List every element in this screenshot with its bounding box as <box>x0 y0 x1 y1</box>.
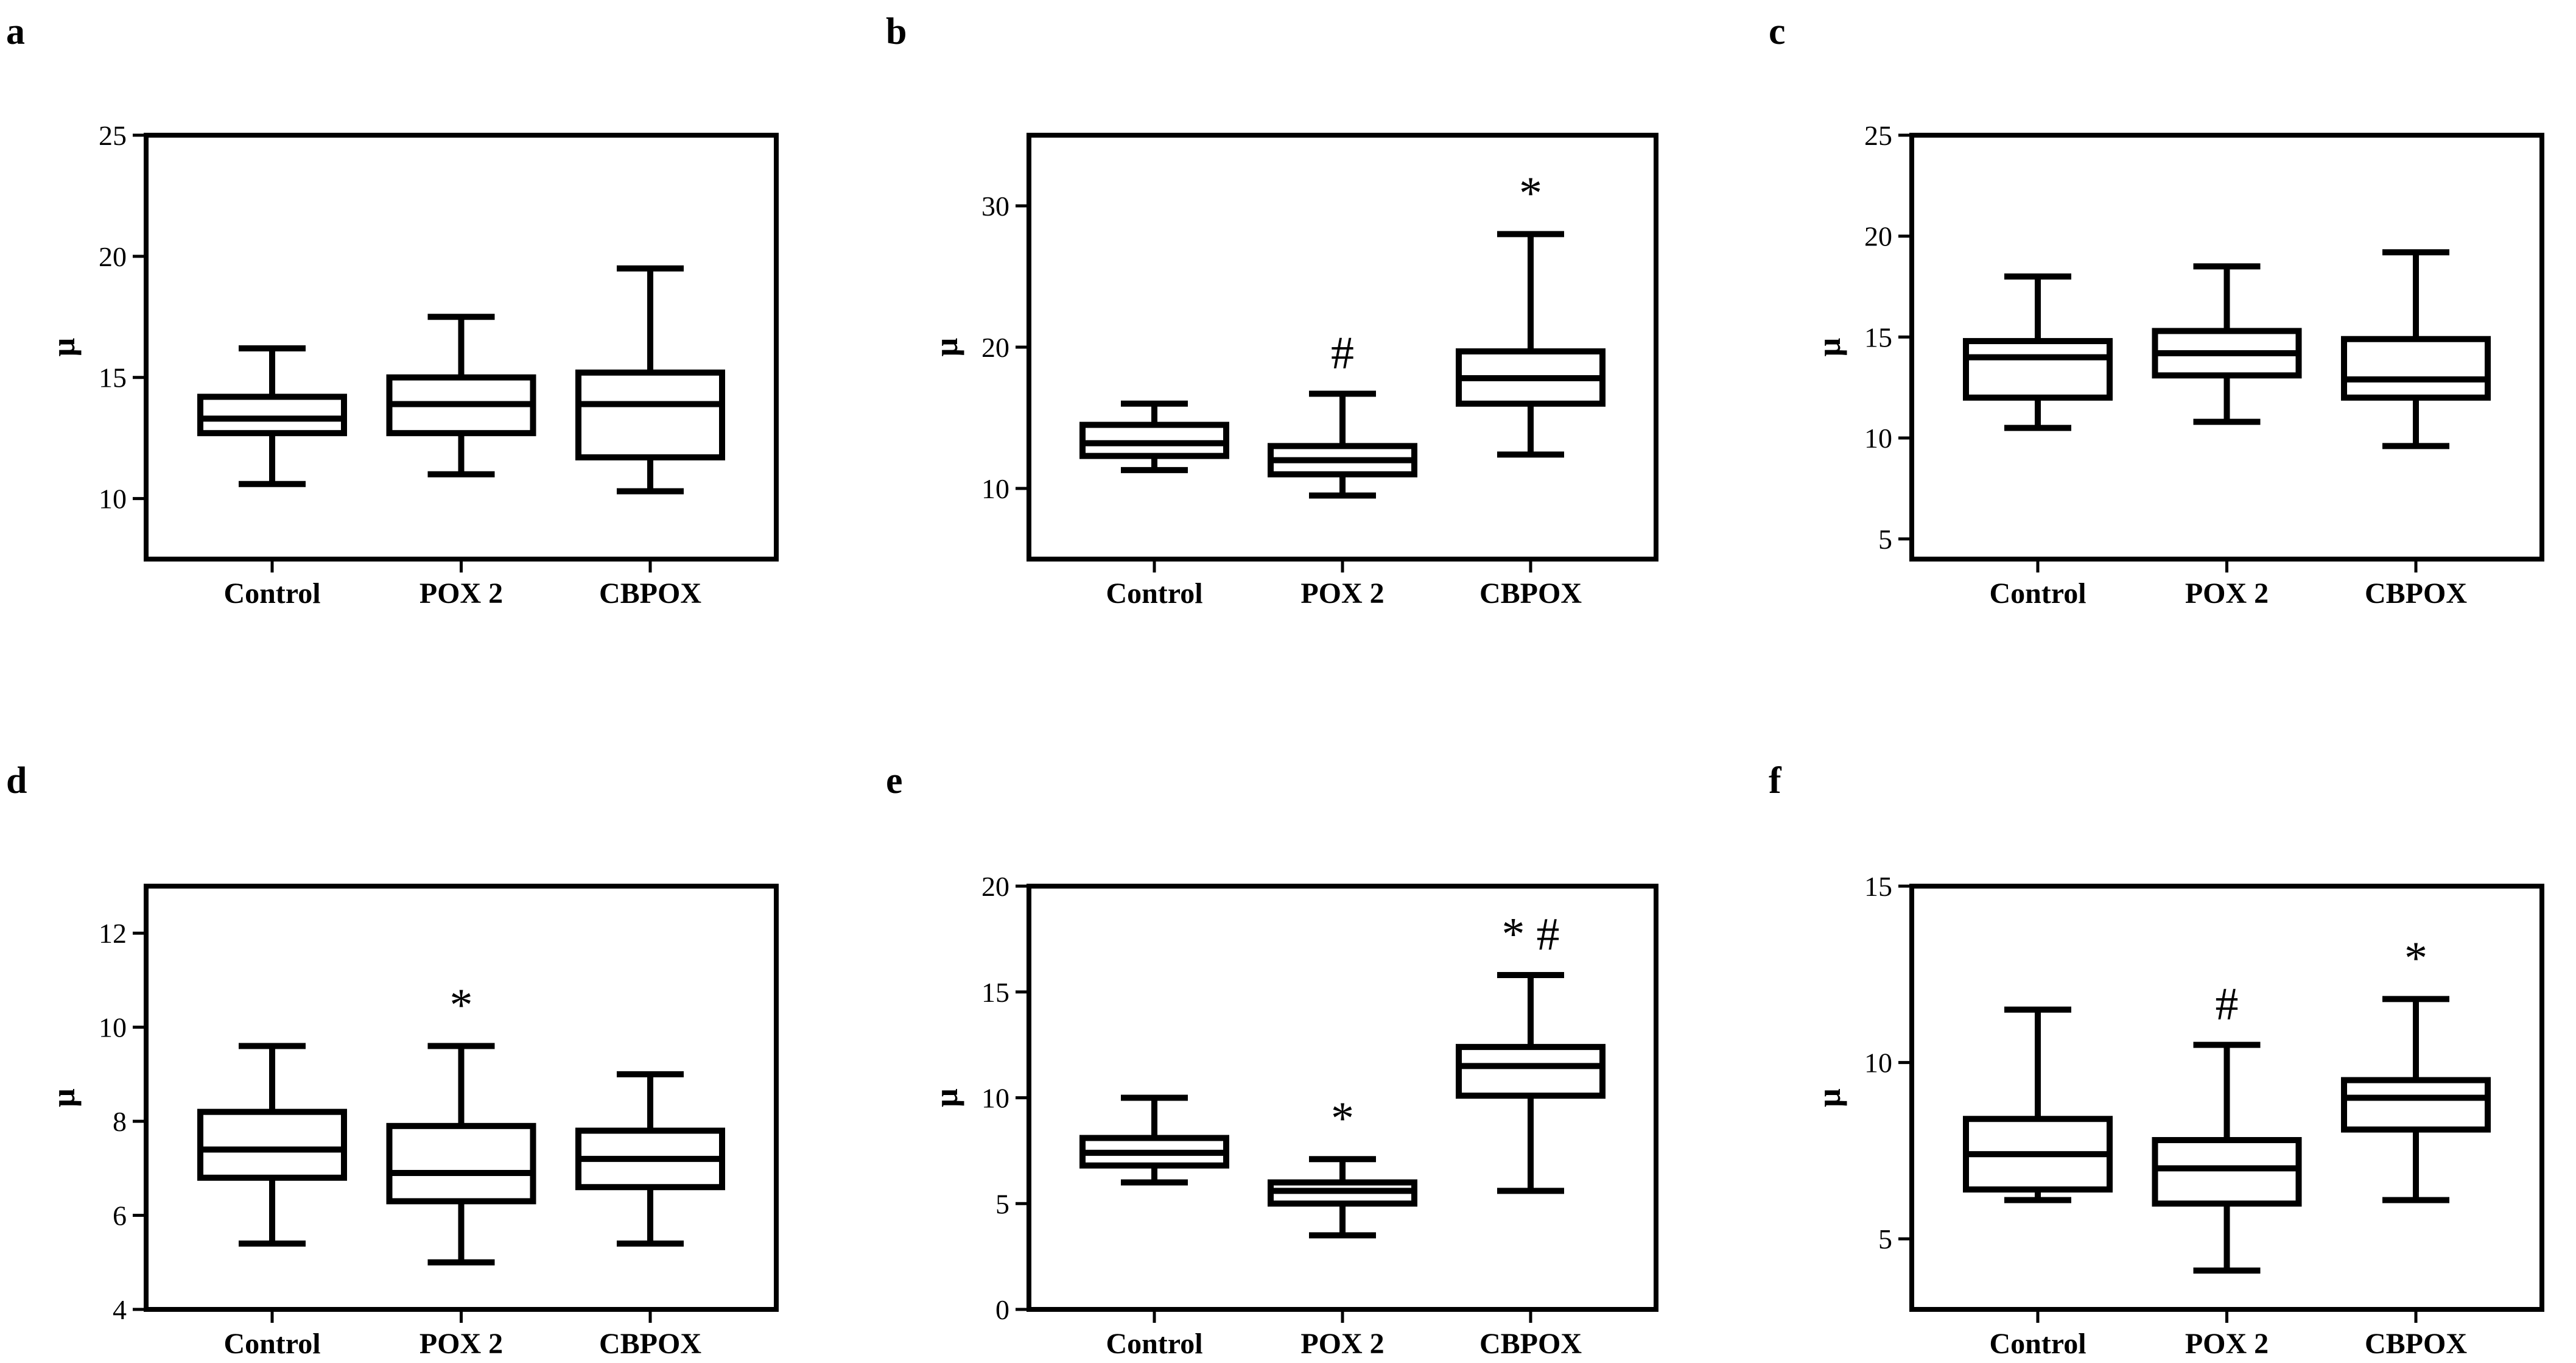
significance-marker: * <box>1519 167 1542 219</box>
y-tick-label: 5 <box>995 1188 1009 1219</box>
panel-label: a <box>6 11 25 52</box>
box-pox-2 <box>386 314 536 477</box>
box-cbpox: * <box>2341 932 2491 1203</box>
panel-a: a μ 10 15 20 25 Control POX 2 CBPOX <box>6 11 779 610</box>
y-tick-label: 20 <box>1864 221 1892 252</box>
significance-marker: # <box>2216 979 2239 1030</box>
y-axis-title: μ <box>1811 1088 1847 1107</box>
y-tick-label: 15 <box>981 977 1009 1008</box>
category-label: Control <box>1989 1328 2086 1360</box>
significance-marker: * <box>450 980 473 1031</box>
panel-label: b <box>886 11 907 52</box>
panel-label: d <box>6 760 27 801</box>
y-tick-label: 0 <box>995 1294 1009 1325</box>
category-label: CBPOX <box>1479 577 1582 610</box>
y-axis-title: μ <box>928 1088 964 1107</box>
category-label: CBPOX <box>599 577 701 610</box>
iqr-box <box>386 1122 536 1205</box>
iqr-box <box>2341 1077 2491 1133</box>
box-control <box>1079 400 1229 473</box>
y-tick-label: 10 <box>99 484 127 515</box>
y-tick-label: 10 <box>99 1012 127 1043</box>
iqr-box <box>1456 1044 1606 1099</box>
panel-label: c <box>1769 11 1786 52</box>
y-tick-label: 25 <box>1864 120 1892 151</box>
iqr-box <box>1963 338 2113 401</box>
y-tick-label: 10 <box>981 1083 1009 1114</box>
y-tick-label: 5 <box>1878 1224 1892 1255</box>
category-label: CBPOX <box>2365 577 2467 610</box>
category-label: Control <box>223 577 320 610</box>
y-tick-label: 10 <box>1864 423 1892 454</box>
box-control <box>197 345 347 487</box>
category-label: CBPOX <box>2365 1328 2467 1360</box>
iqr-box <box>197 393 347 437</box>
box-cbpox <box>575 1071 725 1247</box>
y-tick-label: 20 <box>981 332 1009 363</box>
y-tick-label: 20 <box>981 871 1009 902</box>
category-label: CBPOX <box>1479 1328 1582 1360</box>
box-cbpox <box>2341 249 2491 449</box>
category-label: POX 2 <box>1300 1328 1384 1360</box>
y-tick-label: 15 <box>1864 871 1892 902</box>
category-label: POX 2 <box>2185 1328 2269 1360</box>
y-tick-label: 20 <box>99 241 127 272</box>
y-tick-label: 8 <box>113 1106 127 1137</box>
box-pox-2: * <box>1268 1093 1417 1239</box>
panel-label: e <box>886 760 903 801</box>
iqr-box <box>2152 1137 2302 1207</box>
y-tick-label: 15 <box>1864 322 1892 353</box>
box-cbpox: * # <box>1456 909 1606 1194</box>
y-axis-title: μ <box>45 338 82 357</box>
box-control <box>197 1043 347 1247</box>
box-cbpox <box>575 265 725 495</box>
y-axis-title: μ <box>1811 338 1847 357</box>
box-pox-2: # <box>2152 979 2302 1274</box>
iqr-box <box>575 369 725 460</box>
category-label: POX 2 <box>419 1328 503 1360</box>
category-label: Control <box>1989 577 2086 610</box>
y-axis-title: μ <box>928 338 964 357</box>
y-tick-label: 5 <box>1878 524 1892 555</box>
y-tick-label: 12 <box>99 918 127 949</box>
panel-b: b μ 10 20 30 Control POX 2 CBPOX # * <box>886 11 1658 610</box>
panel-f: f μ 5 10 15 Control POX 2 CBPOX # * <box>1769 760 2544 1360</box>
y-tick-label: 30 <box>981 191 1009 222</box>
category-label: Control <box>1106 577 1202 610</box>
category-label: POX 2 <box>419 577 503 610</box>
panel-d: d μ 4 6 8 10 12 Control POX 2 CBPOX * <box>6 760 779 1360</box>
box-cbpox: * <box>1456 167 1606 458</box>
box-pox-2: * <box>386 980 536 1266</box>
category-label: Control <box>223 1328 320 1360</box>
box-control <box>1963 273 2113 431</box>
box-pox-2 <box>2152 263 2302 425</box>
box-control <box>1963 1006 2113 1203</box>
panel-c: c μ 5 10 15 20 25 Control POX 2 CBPOX <box>1769 11 2544 610</box>
box-control <box>1079 1094 1229 1186</box>
y-tick-label: 4 <box>113 1294 127 1325</box>
iqr-box <box>2341 336 2491 401</box>
significance-marker: * <box>2404 932 2427 984</box>
significance-marker: * <box>1331 1093 1354 1144</box>
category-label: CBPOX <box>599 1328 701 1360</box>
significance-marker: # <box>1331 328 1354 379</box>
y-tick-label: 6 <box>113 1200 127 1231</box>
iqr-box <box>197 1108 347 1181</box>
category-label: Control <box>1106 1328 1202 1360</box>
y-tick-label: 25 <box>99 120 127 151</box>
significance-marker: * # <box>1502 909 1560 960</box>
y-tick-label: 15 <box>99 362 127 393</box>
y-tick-label: 10 <box>1864 1048 1892 1079</box>
box-pox-2: # <box>1268 328 1417 499</box>
panel-e: e μ 0 5 10 15 20 Control POX 2 CBPOX * * # <box>886 760 1658 1360</box>
y-tick-label: 10 <box>981 473 1009 504</box>
category-label: POX 2 <box>2185 577 2269 610</box>
y-axis-title: μ <box>45 1088 82 1107</box>
panel-label: f <box>1769 760 1782 801</box>
category-label: POX 2 <box>1300 577 1384 610</box>
